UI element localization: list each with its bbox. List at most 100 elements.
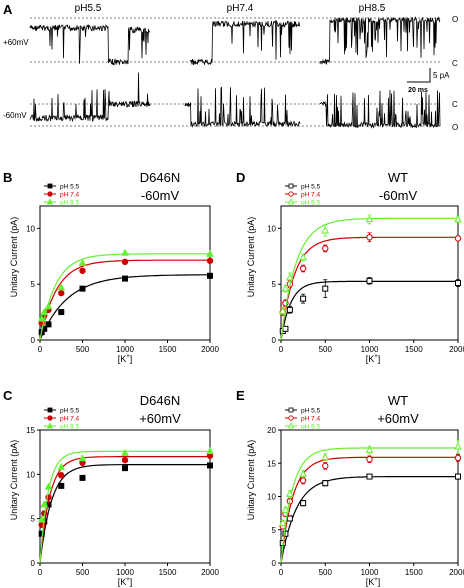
legend-marker	[47, 415, 53, 421]
data-point-pH-8-5	[454, 215, 462, 223]
data-point-pH-7-4	[299, 477, 307, 484]
level-label-c-bottom: C	[452, 100, 458, 109]
voltage-label-minus60: -60mV	[3, 111, 27, 120]
y-tick-label: 15	[26, 426, 35, 435]
data-point-pH-5-5	[79, 474, 86, 481]
data-point-pH-8-5	[57, 462, 66, 471]
x-tick-label: 0	[279, 568, 284, 577]
x-tick-label: 500	[319, 345, 333, 354]
x-tick-label: 1000	[116, 568, 134, 577]
data-point-pH-5-5	[300, 500, 307, 507]
level-label-o-bottom: O	[452, 123, 458, 132]
trace-minus60-ph5-5	[29, 72, 151, 123]
y-tick-label: 20	[267, 426, 276, 435]
x-tick-label: 1000	[361, 345, 379, 354]
legend-label: pH 7.4	[60, 416, 80, 423]
y-tick-label: 15	[267, 459, 276, 468]
data-point-pH-5-5	[455, 473, 461, 480]
x-tick-label: 0	[38, 345, 43, 354]
data-point-pH-7-4	[206, 257, 214, 264]
trace-plus60-ph5-5	[29, 23, 151, 66]
x-tick-label: 1000	[116, 345, 134, 354]
data-point-pH-8-5	[278, 306, 287, 314]
data-point-pH-5-5	[286, 306, 293, 313]
fit-curve-pH-7-4	[280, 456, 458, 564]
y-tick-label: 0	[31, 336, 36, 345]
fit-curve-pH-7-4	[39, 456, 210, 564]
level-label-o-top: O	[452, 15, 458, 24]
y-tick-label: 5	[31, 515, 36, 524]
chart-d-ylabel: Unitary Current (pA)	[246, 217, 256, 298]
data-point-pH-7-4	[454, 454, 462, 462]
chart-e-title: WT	[388, 393, 408, 408]
chart-d: D Unitary Current (pA) WT -60mV [K+] 0 50…	[236, 170, 464, 364]
ph-label-5-5: pH5.5	[75, 3, 102, 14]
y-tick-label: 10	[267, 224, 276, 233]
fit-curve-pH-8-5	[280, 447, 458, 564]
data-point-pH-8-5	[121, 248, 129, 256]
chart-b-xlabel: [K+]	[118, 354, 133, 364]
data-point-pH-8-5	[40, 500, 49, 508]
y-tick-label: 0	[31, 559, 36, 568]
plot-frame	[39, 205, 211, 341]
data-point-pH-5-5	[207, 462, 213, 469]
fit-curve-pH-5-5	[39, 274, 210, 341]
chart-c-xlabel: [K+]	[118, 577, 133, 587]
data-point-pH-5-5	[122, 275, 128, 282]
legend-marker	[47, 183, 53, 189]
data-point-pH-8-5	[37, 515, 46, 523]
legend-marker	[288, 407, 294, 413]
data-point-pH-8-5	[321, 453, 330, 461]
legend-marker	[46, 198, 54, 205]
x-tick-label: 0	[279, 345, 284, 354]
legend-marker	[46, 422, 54, 429]
data-point-pH-7-4	[121, 456, 129, 464]
legend-label: pH 5.5	[60, 184, 80, 191]
chart-b-title: D646N	[140, 170, 180, 185]
legend-marker	[288, 415, 294, 421]
data-point-pH-8-5	[365, 215, 374, 223]
ph-label-7-4: pH7.4	[227, 3, 254, 14]
level-label-c-top: C	[452, 59, 458, 68]
data-point-pH-7-4	[322, 245, 329, 252]
data-point-pH-7-4	[58, 289, 65, 297]
data-point-pH-5-5	[79, 285, 86, 292]
x-tick-label: 2000	[449, 345, 464, 354]
ph-label-8-5: pH8.5	[359, 3, 386, 14]
x-tick-label: 2000	[201, 345, 219, 354]
data-point-pH-8-5	[206, 249, 214, 257]
y-tick-label: 5	[272, 526, 277, 535]
chart-b-ylabel: Unitary Current (pA)	[9, 217, 19, 298]
x-tick-label: 1500	[405, 568, 423, 577]
data-point-pH-8-5	[286, 489, 294, 497]
data-point-pH-8-5	[281, 505, 290, 513]
data-point-pH-7-4	[322, 462, 329, 470]
data-point-pH-8-5	[365, 445, 374, 453]
data-point-pH-8-5	[299, 469, 307, 477]
panel-a-letter: A	[3, 2, 13, 17]
data-point-pH-7-4	[366, 456, 373, 463]
legend-label: pH 7.4	[60, 192, 80, 199]
chart-c-subtitle: +60mV	[139, 411, 181, 426]
fit-curve-pH-5-5	[280, 280, 458, 341]
scale-time-label: 20 ms	[408, 87, 428, 94]
data-point-pH-8-5	[299, 253, 307, 261]
data-point-pH-8-5	[37, 314, 46, 322]
y-tick-label: 10	[267, 493, 276, 502]
y-tick-label: 5	[272, 280, 277, 289]
x-tick-label: 0	[38, 568, 43, 577]
y-tick-label: 0	[272, 336, 277, 345]
fit-curve-pH-7-4	[280, 236, 458, 341]
y-tick-label: 10	[26, 470, 35, 479]
x-tick-label: 500	[319, 568, 333, 577]
data-point-pH-8-5	[454, 442, 462, 450]
chart-c: C Unitary Current (pA) D646N +60mV [K+] …	[3, 388, 219, 587]
data-point-pH-8-5	[44, 482, 53, 490]
data-point-pH-8-5	[57, 283, 66, 291]
legend-label: pH 5.5	[301, 408, 321, 415]
chart-c-ylabel: Unitary Current (pA)	[9, 440, 19, 521]
data-point-pH-8-5	[44, 302, 53, 310]
legend-label: pH 7.4	[301, 192, 321, 199]
x-tick-label: 1500	[159, 568, 177, 577]
